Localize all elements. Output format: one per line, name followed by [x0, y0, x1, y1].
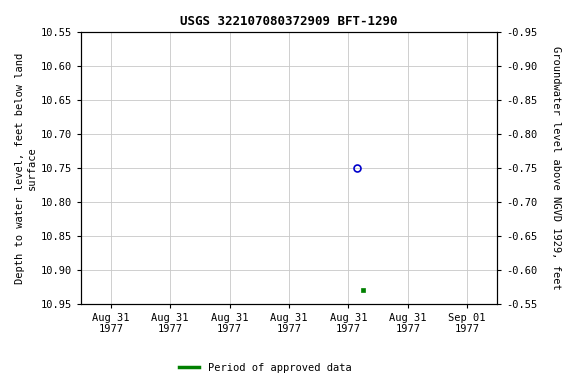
- Y-axis label: Groundwater level above NGVD 1929, feet: Groundwater level above NGVD 1929, feet: [551, 46, 561, 290]
- Legend: Period of approved data: Period of approved data: [175, 359, 355, 377]
- Title: USGS 322107080372909 BFT-1290: USGS 322107080372909 BFT-1290: [180, 15, 397, 28]
- Y-axis label: Depth to water level, feet below land
surface: Depth to water level, feet below land su…: [15, 52, 37, 283]
